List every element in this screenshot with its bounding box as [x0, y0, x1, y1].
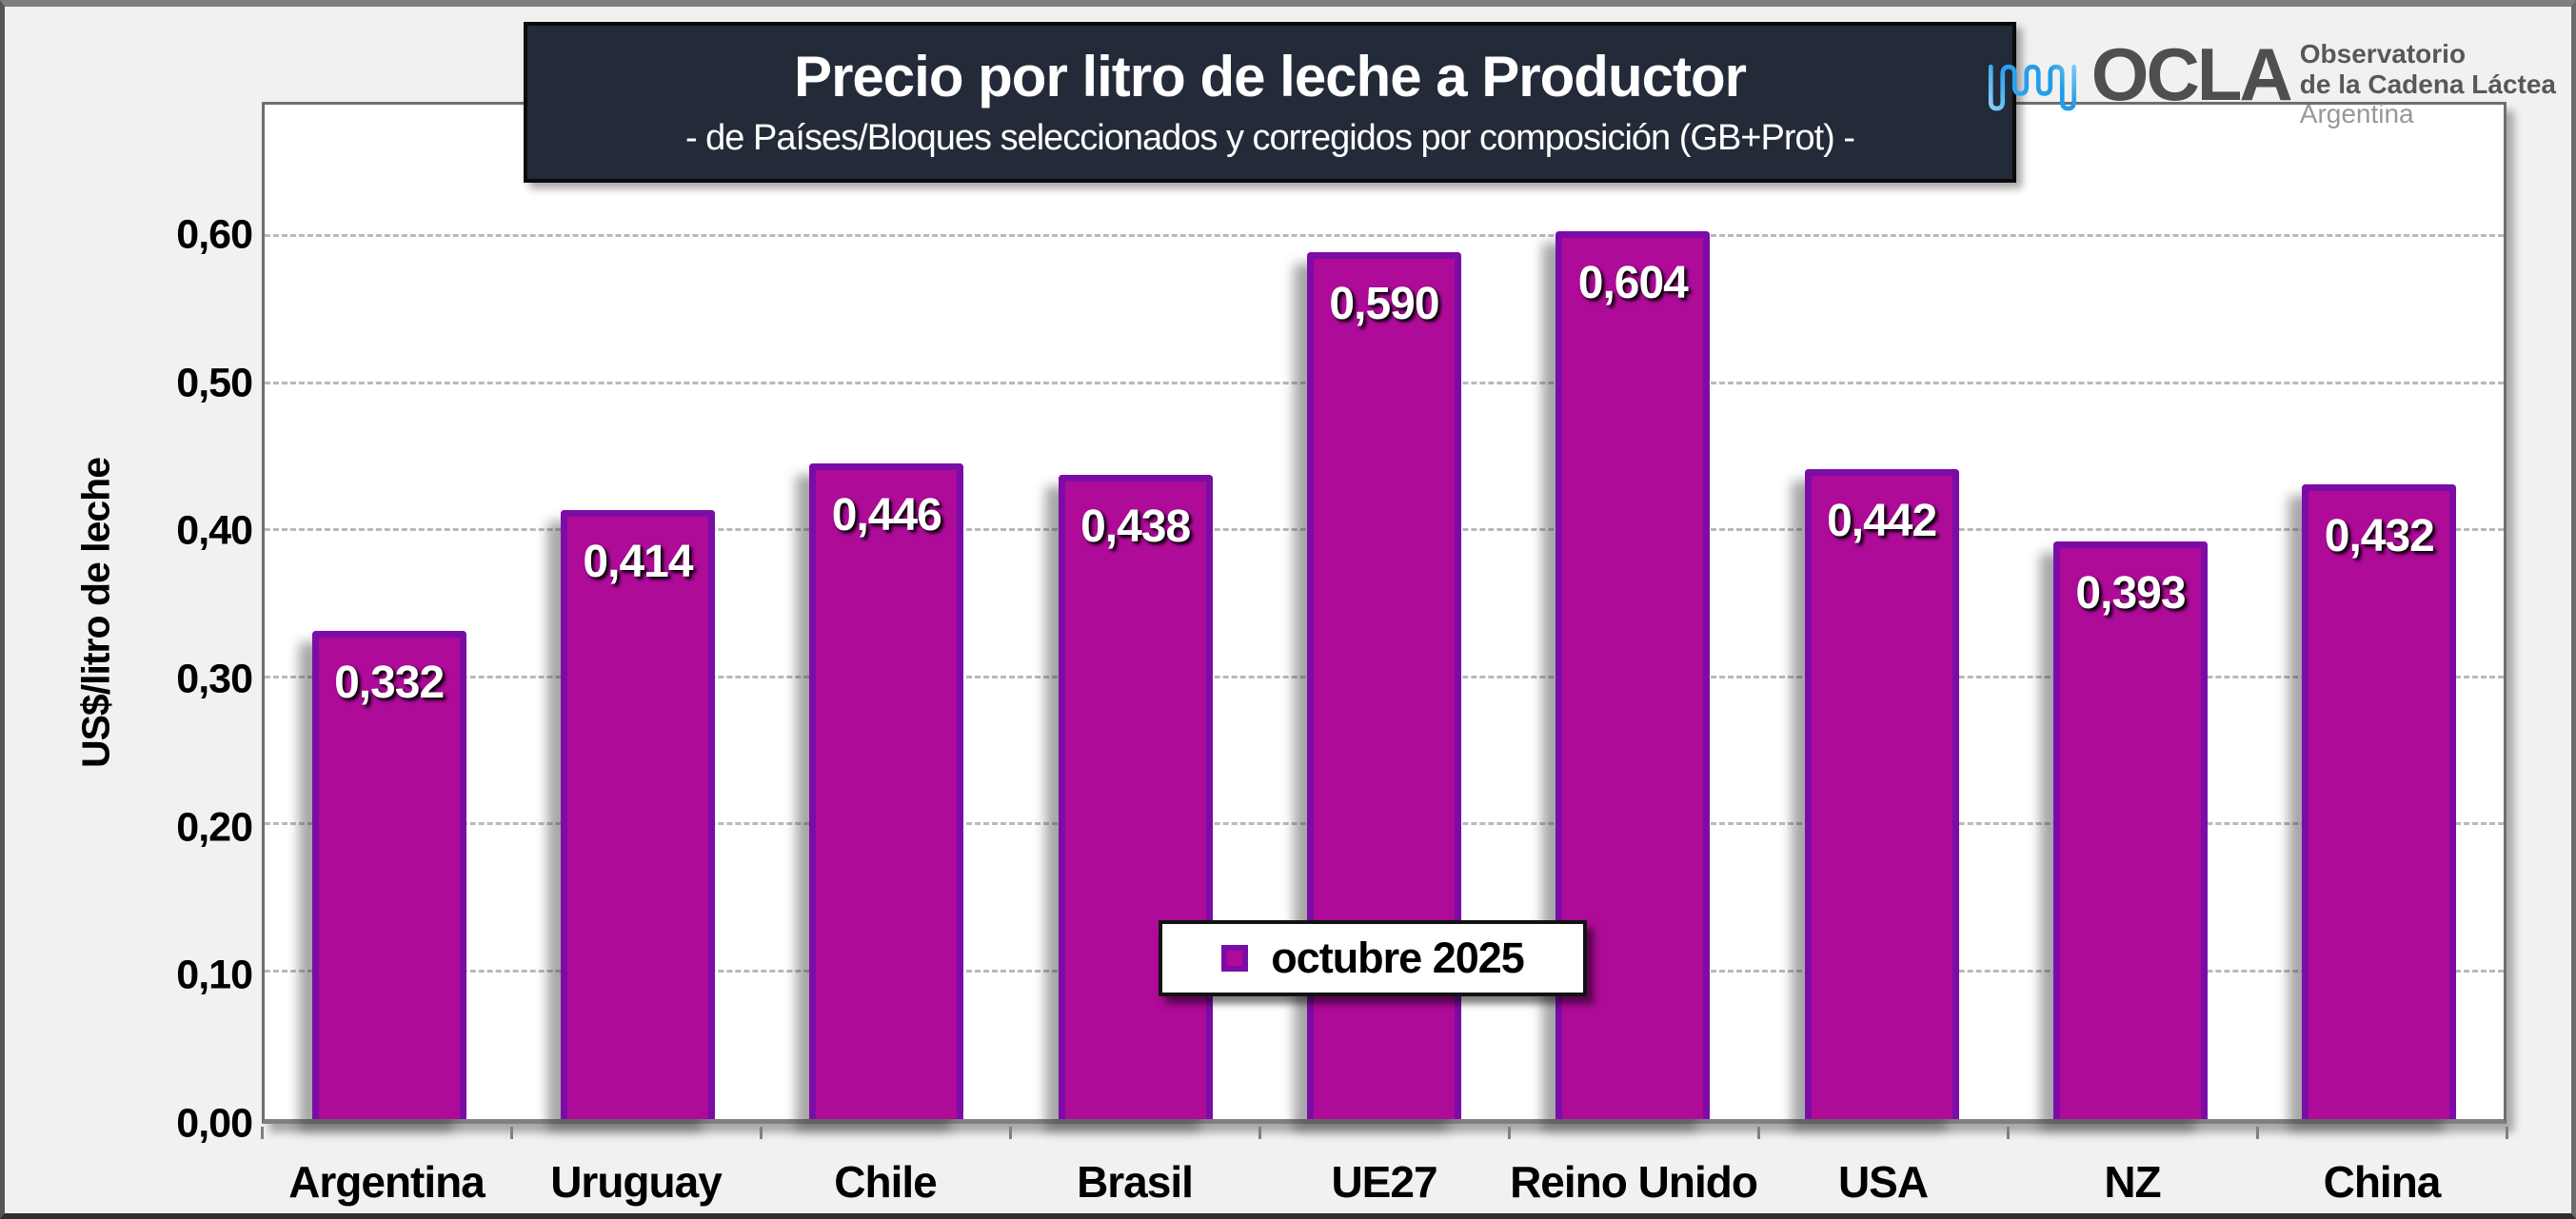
x-axis-ticks [261, 1127, 2508, 1140]
bar-value-label: 0,393 [2075, 567, 2186, 619]
y-tick-label: 0,30 [176, 656, 253, 702]
ocla-logo: OCLA Observatorio de la Cadena Láctea Ar… [1985, 31, 2556, 129]
y-tick-label: 0,50 [176, 360, 253, 406]
y-tick-label: 0,60 [176, 211, 253, 258]
legend: octubre 2025 [1159, 920, 1587, 996]
x-axis-tick [1508, 1127, 1511, 1139]
x-label-chile: Chile [834, 1157, 937, 1207]
logo-brand-text: OCLA [2091, 32, 2293, 116]
bar-nz: 0,393 [2052, 541, 2208, 1119]
x-label-ue27: UE27 [1331, 1157, 1437, 1207]
x-axis-tick [2506, 1127, 2508, 1139]
y-tick-label: 0,40 [176, 507, 253, 554]
title-box: Precio por litro de leche a Productor - … [524, 22, 2016, 183]
x-axis-tick [2007, 1127, 2010, 1139]
bar-brasil: 0,438 [1058, 475, 1213, 1119]
x-label-china: China [2323, 1157, 2442, 1207]
plot-area: 0,332 0,414 0,446 0,438 0,590 0,604 0,442 0,393… [262, 102, 2507, 1124]
bar-value-label: 0,414 [583, 537, 693, 588]
legend-label: octubre 2025 [1271, 934, 1525, 982]
x-label-reino-unido: Reino Unido [1510, 1157, 1758, 1207]
bar-value-label: 0,332 [334, 658, 445, 709]
chart-title: Precio por litro de leche a Productor [794, 45, 1747, 108]
bar-value-label: 0,446 [831, 489, 942, 541]
x-axis-tick [1008, 1127, 1012, 1139]
x-axis-tick [759, 1127, 763, 1139]
y-tick-label: 0,00 [176, 1100, 253, 1147]
x-label-brasil: Brasil [1077, 1157, 1194, 1207]
bar-china: 0,432 [2302, 483, 2457, 1119]
bar-value-label: 0,438 [1080, 501, 1191, 553]
y-axis-tick-labels: 0,60 0,50 0,40 0,30 0,20 0,10 0,00 [109, 102, 253, 1147]
bar-usa: 0,442 [1804, 469, 1959, 1119]
y-axis-title: US$/litro de leche [73, 457, 118, 769]
x-axis-tick [2255, 1127, 2259, 1139]
bar-value-label: 0,432 [2324, 510, 2435, 561]
bar-chile: 0,446 [809, 462, 964, 1119]
chart-subtitle: - de Países/Bloques seleccionados y corr… [684, 118, 1855, 158]
y-tick-label: 0,10 [176, 952, 253, 998]
x-axis-tick [509, 1127, 513, 1139]
x-axis-tick [261, 1127, 264, 1139]
x-label-nz: NZ [2104, 1157, 2161, 1207]
bar-value-label: 0,590 [1329, 278, 1439, 329]
logo-org-line1: Observatorio [2299, 39, 2467, 69]
logo-org-line2: de la Cadena Láctea [2299, 69, 2556, 99]
y-tick-label: 0,20 [176, 804, 253, 851]
bar-uruguay: 0,414 [560, 510, 715, 1119]
logo-org-text: Observatorio de la Cadena Láctea Argenti… [2300, 39, 2556, 129]
bar-value-label: 0,442 [1827, 496, 1937, 547]
x-axis-labels: Argentina Uruguay Chile Brasil UE27 Reino Uni… [262, 1149, 2507, 1213]
gridline-0,60 [265, 234, 2504, 238]
x-axis-tick [1258, 1127, 1261, 1139]
legend-swatch [1221, 945, 1249, 972]
logo-org-line3: Argentina [2299, 99, 2414, 129]
x-axis-tick [1756, 1127, 1760, 1139]
pulse-wave-icon [1985, 31, 2080, 128]
x-label-uruguay: Uruguay [550, 1157, 723, 1207]
x-label-argentina: Argentina [288, 1157, 485, 1207]
x-label-usa: USA [1837, 1157, 1929, 1207]
bar-argentina: 0,332 [311, 631, 466, 1119]
bar-value-label: 0,604 [1577, 257, 1689, 308]
